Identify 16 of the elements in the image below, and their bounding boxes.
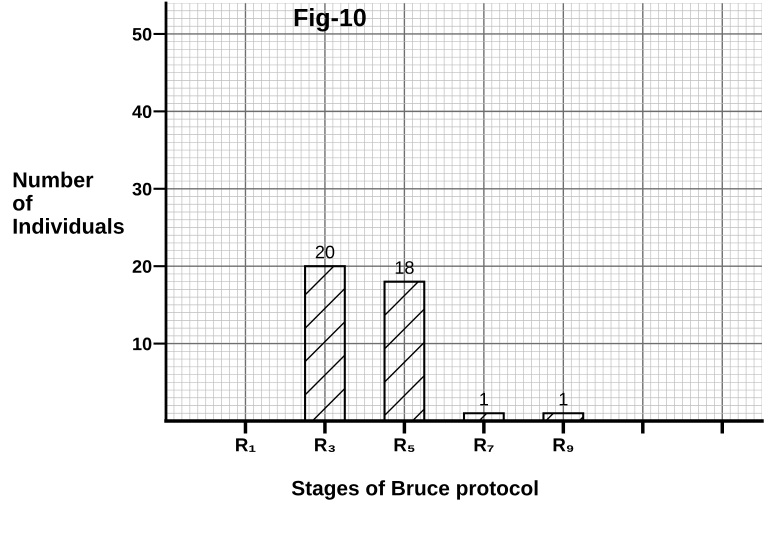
x-tick-label: R₃ [315,438,335,452]
y-axis-title: Number of Individuals [13,172,124,234]
y-tick-label: 10 [133,338,152,350]
chart-title: Fig-10 [294,8,366,32]
x-axis-title: Stages of Bruce protocol [292,480,538,500]
y-tick-label: 30 [132,182,152,196]
data-label: 20 [316,246,334,258]
x-tick-label: R₁ [236,438,256,452]
y-tick-label: 50 [132,28,152,41]
data-label: 1 [560,392,568,406]
data-label: 1 [480,392,488,406]
x-tick-label: R₉ [554,438,574,452]
x-tick-label: R₅ [394,438,414,452]
x-tick-label: R₇ [474,438,494,452]
y-tick-label: 40 [132,105,152,118]
y-tick-label: 20 [132,260,152,273]
